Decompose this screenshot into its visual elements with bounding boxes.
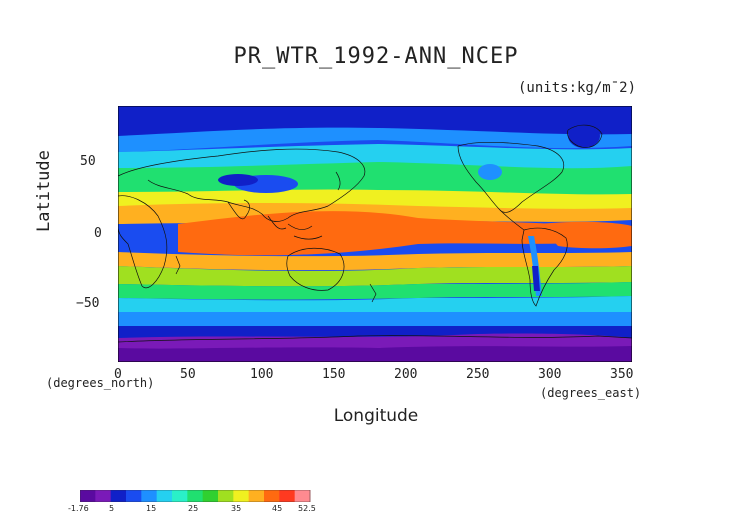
legend-label-min: -1.76 xyxy=(68,504,89,513)
map-title: PR_WTR_1992-ANN_NCEP xyxy=(233,44,519,69)
legend-swatch xyxy=(218,490,234,502)
legend-label-25: 25 xyxy=(188,504,199,513)
y-tick-0: 0 xyxy=(94,226,102,241)
x-tick-200: 200 xyxy=(394,367,418,382)
precipitable-water-map xyxy=(118,106,632,362)
field-bands xyxy=(118,106,632,362)
legend-swatch xyxy=(80,490,96,502)
x-tick-0: 0 xyxy=(114,367,122,382)
legend-swatch xyxy=(279,490,296,502)
x-tick-250: 250 xyxy=(466,367,490,382)
legend-swatch xyxy=(264,490,280,502)
x-tick-150: 150 xyxy=(322,367,346,382)
y-axis-label: Latitude xyxy=(34,150,54,232)
legend-swatch xyxy=(156,490,173,502)
legend-swatch xyxy=(202,490,219,502)
legend-swatch xyxy=(141,490,158,502)
legend-swatch xyxy=(248,490,265,502)
x-tick-300: 300 xyxy=(538,367,562,382)
units-label: (units:kg/m¯2) xyxy=(518,80,637,96)
legend-swatch xyxy=(187,490,204,502)
legend-colorbar xyxy=(79,489,311,503)
y-tick-minus50: −50 xyxy=(76,296,100,311)
x-tick-100: 100 xyxy=(250,367,274,382)
x-axis-label: Longitude xyxy=(333,406,419,426)
y-axis-units: (degrees_north) xyxy=(46,376,155,390)
color-legend xyxy=(79,487,320,506)
legend-swatch xyxy=(126,490,142,502)
legend-swatch xyxy=(95,490,112,502)
x-axis-units: (degrees_east) xyxy=(540,386,642,400)
legend-label-max: 52.5 xyxy=(298,504,316,513)
legend-label-35: 35 xyxy=(231,504,242,513)
coastlines xyxy=(118,124,632,343)
y-tick-50: 50 xyxy=(80,154,96,169)
legend-swatch xyxy=(110,490,127,502)
legend-swatch xyxy=(233,490,250,502)
legend-label-5: 5 xyxy=(109,504,115,513)
legend-swatch xyxy=(294,490,311,502)
legend-label-45: 45 xyxy=(272,504,283,513)
x-tick-350: 350 xyxy=(610,367,634,382)
x-tick-50: 50 xyxy=(180,367,196,382)
legend-label-15: 15 xyxy=(146,504,157,513)
legend-swatch xyxy=(172,490,188,502)
